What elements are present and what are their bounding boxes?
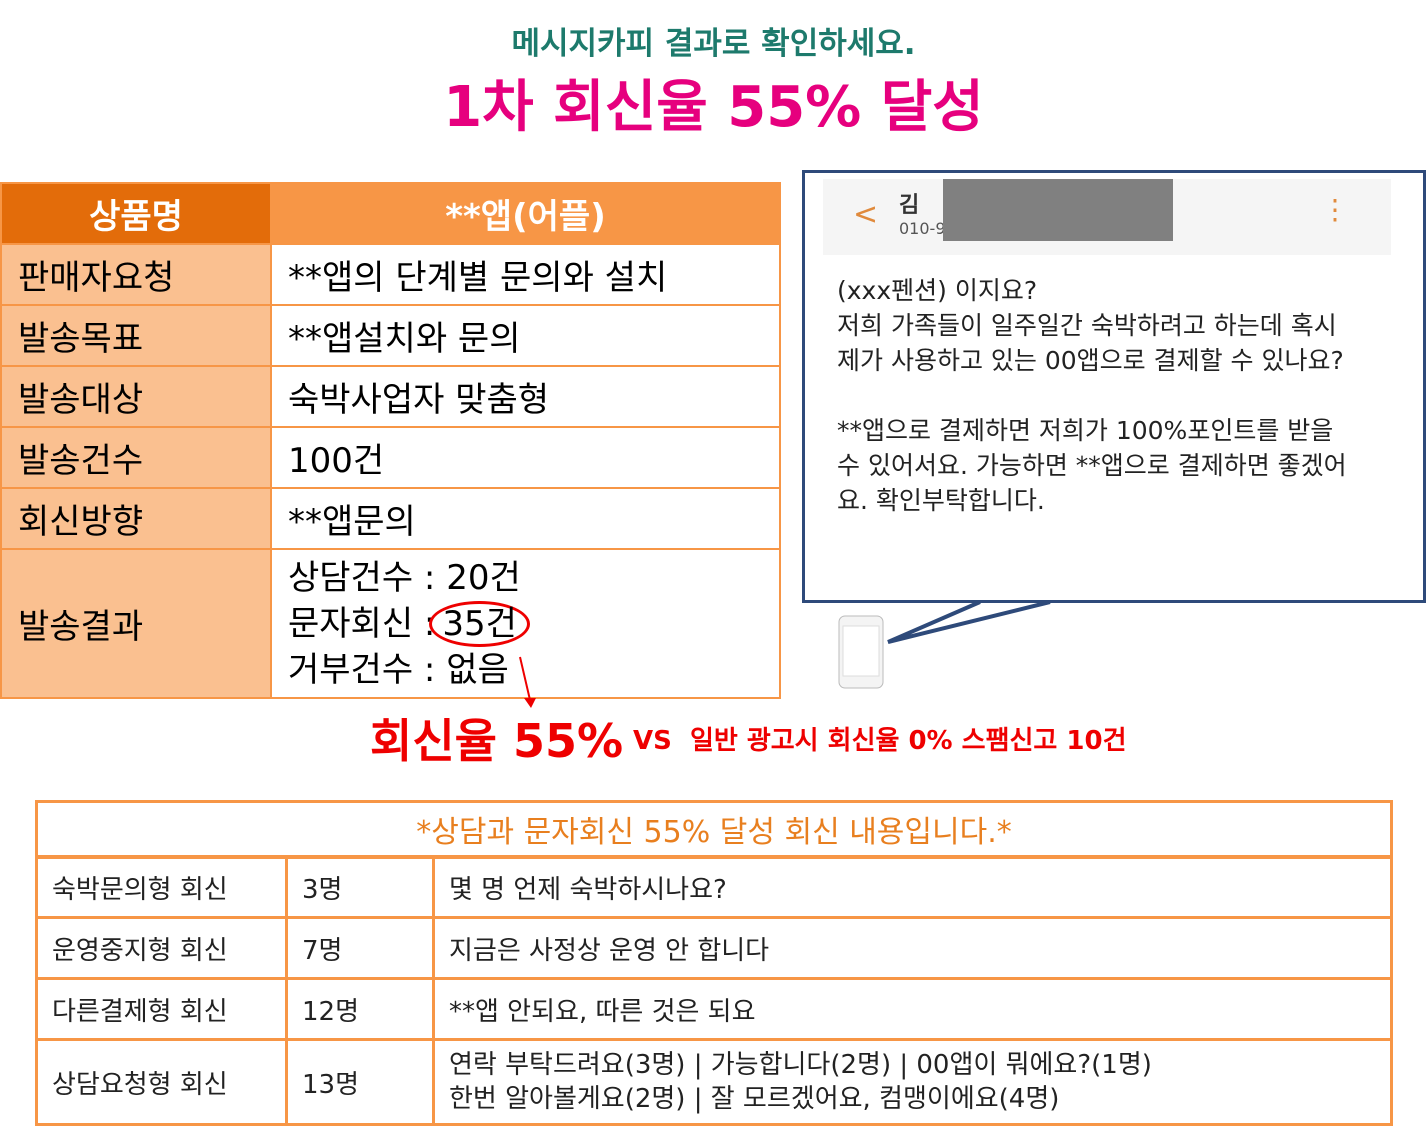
row: 회신방향 **앱문의 [0, 487, 781, 550]
reply-cell: 연락 부탁드려요(3명) | 가능합니다(2명) | 00앱이 뭐에요?(1명)… [432, 1038, 1393, 1126]
count-cell: 3명 [285, 855, 435, 919]
row: 상담요청형 회신 13명 연락 부탁드려요(3명) | 가능합니다(2명) | 00… [35, 1038, 1393, 1126]
callout-rate: 회신율 55% [370, 714, 624, 768]
reply-cell: 지금은 사정상 운영 안 합니다 [432, 916, 1393, 980]
phone-screen [842, 625, 880, 677]
count-cell: 7명 [285, 916, 435, 980]
subtitle: 메시지카피 결과로 확인하세요. [511, 26, 916, 62]
title-row: *상담과 문자회신 55% 달성 회신 내용입니다.* [35, 800, 1393, 859]
phone-box: < 김 010-9 ⋮ (xxx펜션) 이지요? 저희 가족들이 일주일간 숙박… [802, 170, 1426, 603]
redaction [943, 179, 1173, 241]
callout-comparison: VS 일반 광고시 회신율 0% 스팸신고 10건 [633, 726, 1127, 756]
result-line: 거부건수 : 없음 [288, 649, 509, 690]
contact-name: 김 [899, 193, 920, 218]
row: 다른결제형 회신 12명 **앱 안되요, 따른 것은 되요 [35, 977, 1393, 1041]
menu-icon: ⋮ [1321, 193, 1349, 226]
reply-line: 한번 알아볼게요(2명) | 잘 모르겠어요, 컴맹이에요(4명) [449, 1084, 1060, 1114]
summary-table: 상품명 **앱(어플) 판매자요청 **앱의 단계별 문의와 설치 발송목표 **앱… [0, 182, 781, 699]
value-cell: **앱문의 [270, 487, 781, 550]
phone-topbar: < 김 010-9 ⋮ [823, 179, 1391, 255]
header-cell: **앱(어플) [270, 182, 781, 245]
type-cell: 운영중지형 회신 [35, 916, 288, 980]
header-cell: 상품명 [0, 182, 272, 245]
label-cell: 발송목표 [0, 304, 272, 367]
message-line: (xxx펜션) 이지요? [837, 276, 1038, 305]
count-cell: 12명 [285, 977, 435, 1041]
reply-cell: 몇 명 언제 숙박하시나요? [432, 855, 1393, 919]
message-line: **앱으로 결제하면 저희가 100%포인트를 받을 [837, 416, 1334, 445]
label-cell: 회신방향 [0, 487, 272, 550]
contact-number: 010-9 [899, 219, 946, 238]
type-cell: 상담요청형 회신 [35, 1038, 288, 1126]
phone-icon [838, 615, 884, 689]
result-cell: 상담건수 : 20건 문자회신 :35건 거부건수 : 없음 [270, 548, 781, 699]
label-cell: 발송대상 [0, 365, 272, 428]
message: (xxx펜션) 이지요? 저희 가족들이 일주일간 숙박하려고 하는데 혹시 제… [837, 273, 1347, 518]
speech-pointer [887, 600, 1051, 644]
table-title: *상담과 문자회신 55% 달성 회신 내용입니다.* [35, 800, 1393, 859]
message-line: 저희 가족들이 일주일간 숙박하려고 하는데 혹시 [837, 311, 1337, 340]
label-cell: 발송건수 [0, 426, 272, 489]
row: 발송건수 100건 [0, 426, 781, 489]
type-cell: 다른결제형 회신 [35, 977, 288, 1041]
back-icon: < [853, 197, 879, 232]
message-line: 요. 확인부탁합니다. [837, 486, 1045, 515]
reply-table: *상담과 문자회신 55% 달성 회신 내용입니다.* 숙박문의형 회신 3명 몇 … [35, 800, 1393, 1126]
count-cell: 13명 [285, 1038, 435, 1126]
value-cell: **앱설치와 문의 [270, 304, 781, 367]
value-cell: 숙박사업자 맞춤형 [270, 365, 781, 428]
label-cell: 발송결과 [0, 548, 272, 699]
result-line: 문자회신 :35건 [288, 600, 763, 647]
value-cell: **앱의 단계별 문의와 설치 [270, 243, 781, 306]
message-line: 수 있어서요. 가능하면 **앱으로 결제하면 좋겠어 [837, 451, 1347, 480]
reply-line: 연락 부탁드려요(3명) | 가능합니다(2명) | 00앱이 뭐에요?(1명) [449, 1050, 1152, 1080]
table-header: 상품명 **앱(어플) [0, 182, 781, 245]
reply-cell: **앱 안되요, 따른 것은 되요 [432, 977, 1393, 1041]
type-cell: 숙박문의형 회신 [35, 855, 288, 919]
row: 발송결과 상담건수 : 20건 문자회신 :35건 거부건수 : 없음 [0, 548, 781, 699]
title: 1차 회신율 55% 달성 [443, 75, 984, 140]
row: 발송목표 **앱설치와 문의 [0, 304, 781, 367]
row: 발송대상 숙박사업자 맞춤형 [0, 365, 781, 428]
result-line: 상담건수 : 20건 [288, 557, 521, 598]
row: 숙박문의형 회신 3명 몇 명 언제 숙박하시나요? [35, 855, 1393, 919]
result-label: 문자회신 : [288, 603, 436, 644]
value-cell: 100건 [270, 426, 781, 489]
message-line: 제가 사용하고 있는 00앱으로 결제할 수 있나요? [837, 346, 1344, 375]
row: 운영중지형 회신 7명 지금은 사정상 운영 안 합니다 [35, 916, 1393, 980]
row: 판매자요청 **앱의 단계별 문의와 설치 [0, 243, 781, 306]
label-cell: 판매자요청 [0, 243, 272, 306]
highlight: 35건 [429, 600, 530, 647]
